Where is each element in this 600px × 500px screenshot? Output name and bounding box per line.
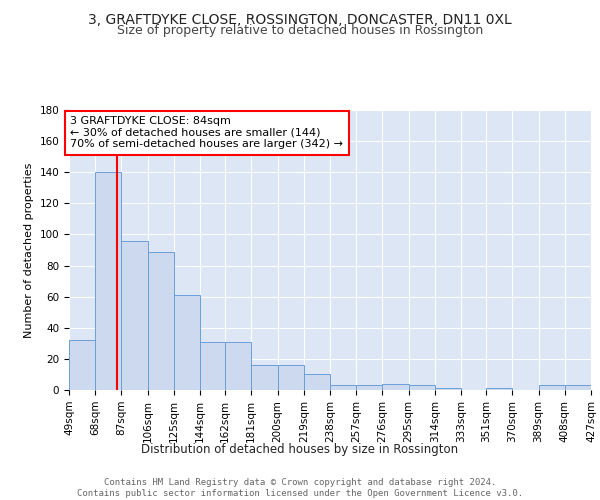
Bar [121, 240, 148, 390]
Bar [539, 386, 565, 390]
Bar [69, 340, 95, 390]
Text: Size of property relative to detached houses in Rossington: Size of property relative to detached ho… [117, 24, 483, 37]
Bar [304, 374, 330, 390]
Bar [591, 387, 600, 390]
Bar [251, 365, 278, 390]
Bar [278, 365, 304, 390]
Bar [95, 172, 121, 390]
Bar [435, 388, 461, 390]
Bar [148, 252, 174, 390]
Text: Contains HM Land Registry data © Crown copyright and database right 2024.
Contai: Contains HM Land Registry data © Crown c… [77, 478, 523, 498]
Bar [330, 386, 356, 390]
Bar [200, 342, 226, 390]
Bar [409, 386, 435, 390]
Bar [225, 342, 251, 390]
Text: 3, GRAFTDYKE CLOSE, ROSSINGTON, DONCASTER, DN11 0XL: 3, GRAFTDYKE CLOSE, ROSSINGTON, DONCASTE… [88, 12, 512, 26]
Text: 3 GRAFTDYKE CLOSE: 84sqm
← 30% of detached houses are smaller (144)
70% of semi-: 3 GRAFTDYKE CLOSE: 84sqm ← 30% of detach… [70, 116, 343, 150]
Bar [382, 384, 409, 390]
Y-axis label: Number of detached properties: Number of detached properties [24, 162, 34, 338]
Text: Distribution of detached houses by size in Rossington: Distribution of detached houses by size … [142, 442, 458, 456]
Bar [174, 295, 200, 390]
Bar [565, 386, 591, 390]
Bar [486, 388, 512, 390]
Bar [356, 386, 382, 390]
